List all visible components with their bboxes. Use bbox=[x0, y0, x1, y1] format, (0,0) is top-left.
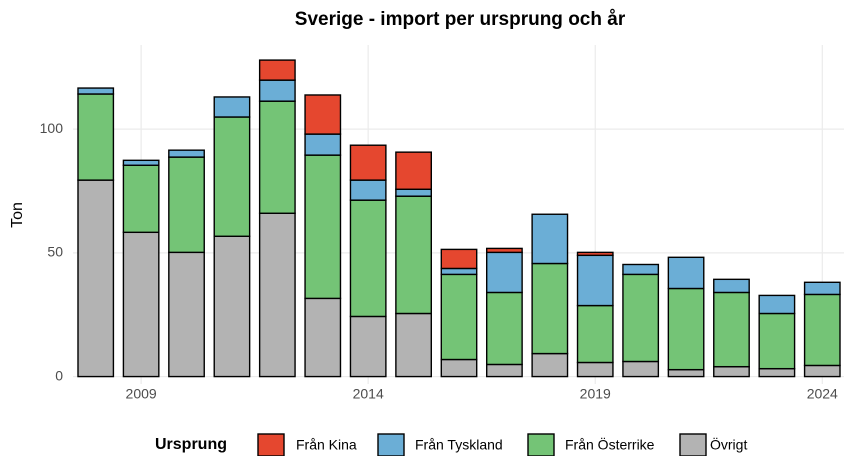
bar-segment bbox=[395, 188, 432, 197]
bar-segment bbox=[213, 96, 251, 118]
chart-title: Sverige - import per ursprung och år bbox=[295, 9, 626, 30]
bar-segment bbox=[304, 94, 342, 135]
bar-segment bbox=[258, 59, 296, 81]
x-tick-label: 2014 bbox=[353, 386, 384, 402]
bar-segment bbox=[576, 254, 614, 307]
bar-segment bbox=[531, 352, 569, 378]
legend-swatch bbox=[527, 433, 555, 456]
bar-segment bbox=[258, 212, 296, 378]
bar-segment bbox=[667, 256, 705, 290]
bar-segment bbox=[576, 361, 614, 378]
bar-segment bbox=[440, 267, 478, 276]
bar-segment bbox=[440, 248, 478, 270]
bar-segment bbox=[486, 251, 523, 294]
bar-segment bbox=[531, 262, 569, 355]
bar-segment bbox=[77, 87, 115, 95]
bar-segment bbox=[349, 144, 387, 181]
bar-segment bbox=[576, 304, 614, 364]
bar-segment bbox=[622, 360, 660, 378]
bar-segment bbox=[77, 179, 115, 378]
legend-title: Ursprung bbox=[155, 436, 227, 453]
legend-label: Från Kina bbox=[296, 437, 357, 453]
bar-segment bbox=[122, 164, 160, 234]
bar-segment bbox=[667, 368, 705, 378]
bar-segment bbox=[258, 100, 296, 214]
x-tick-label: 2009 bbox=[126, 386, 157, 402]
bar-segment bbox=[349, 179, 387, 201]
bar-segment bbox=[531, 213, 569, 265]
y-tick-label: 50 bbox=[47, 244, 63, 260]
bar-segment bbox=[395, 151, 432, 190]
bar-segment bbox=[304, 133, 342, 156]
legend-swatch bbox=[257, 433, 285, 456]
bar-segment bbox=[622, 263, 660, 276]
bar-segment bbox=[395, 312, 432, 378]
bar-segment bbox=[122, 159, 160, 166]
legend-label: Från Tyskland bbox=[415, 437, 503, 453]
bar-segment bbox=[667, 287, 705, 371]
y-axis-label: Ton bbox=[9, 202, 26, 228]
bar-segment bbox=[304, 297, 342, 378]
legend-label: Från Österrike bbox=[565, 436, 655, 453]
bar-segment bbox=[486, 291, 523, 366]
bar-segment bbox=[168, 251, 205, 378]
y-tick-label: 100 bbox=[40, 120, 64, 136]
bar-segment bbox=[440, 273, 478, 361]
bar-segment bbox=[122, 231, 160, 378]
bar-segment bbox=[395, 195, 432, 315]
bar-segment bbox=[486, 247, 523, 254]
bar-segment bbox=[349, 315, 387, 378]
bar-segment bbox=[440, 358, 478, 378]
bar-segment bbox=[758, 294, 796, 315]
bar-segment bbox=[213, 116, 251, 237]
bar-segment bbox=[713, 291, 750, 368]
bar-segment bbox=[77, 93, 115, 181]
bar-segment bbox=[713, 365, 750, 378]
legend-swatch bbox=[377, 433, 405, 456]
bar-segment bbox=[803, 364, 841, 378]
bar-segment bbox=[304, 154, 342, 300]
bar-segment bbox=[258, 79, 296, 102]
bar-segment bbox=[803, 293, 841, 367]
bar-segment bbox=[713, 278, 750, 294]
bar-segment bbox=[486, 363, 523, 378]
legend-label: Övrigt bbox=[710, 436, 747, 453]
bar-segment bbox=[349, 199, 387, 318]
bar-segment bbox=[168, 149, 205, 158]
bar-segment bbox=[758, 312, 796, 370]
bar-segment bbox=[213, 235, 251, 378]
bar-segment bbox=[803, 281, 841, 296]
bar-segment bbox=[168, 156, 205, 254]
x-tick-label: 2019 bbox=[580, 386, 611, 402]
bar-segment bbox=[576, 251, 614, 257]
bar-segment bbox=[758, 367, 796, 378]
y-tick-label: 0 bbox=[55, 367, 63, 383]
bar-segment bbox=[622, 273, 660, 363]
x-tick-label: 2024 bbox=[807, 386, 838, 402]
legend-swatch bbox=[679, 433, 707, 456]
